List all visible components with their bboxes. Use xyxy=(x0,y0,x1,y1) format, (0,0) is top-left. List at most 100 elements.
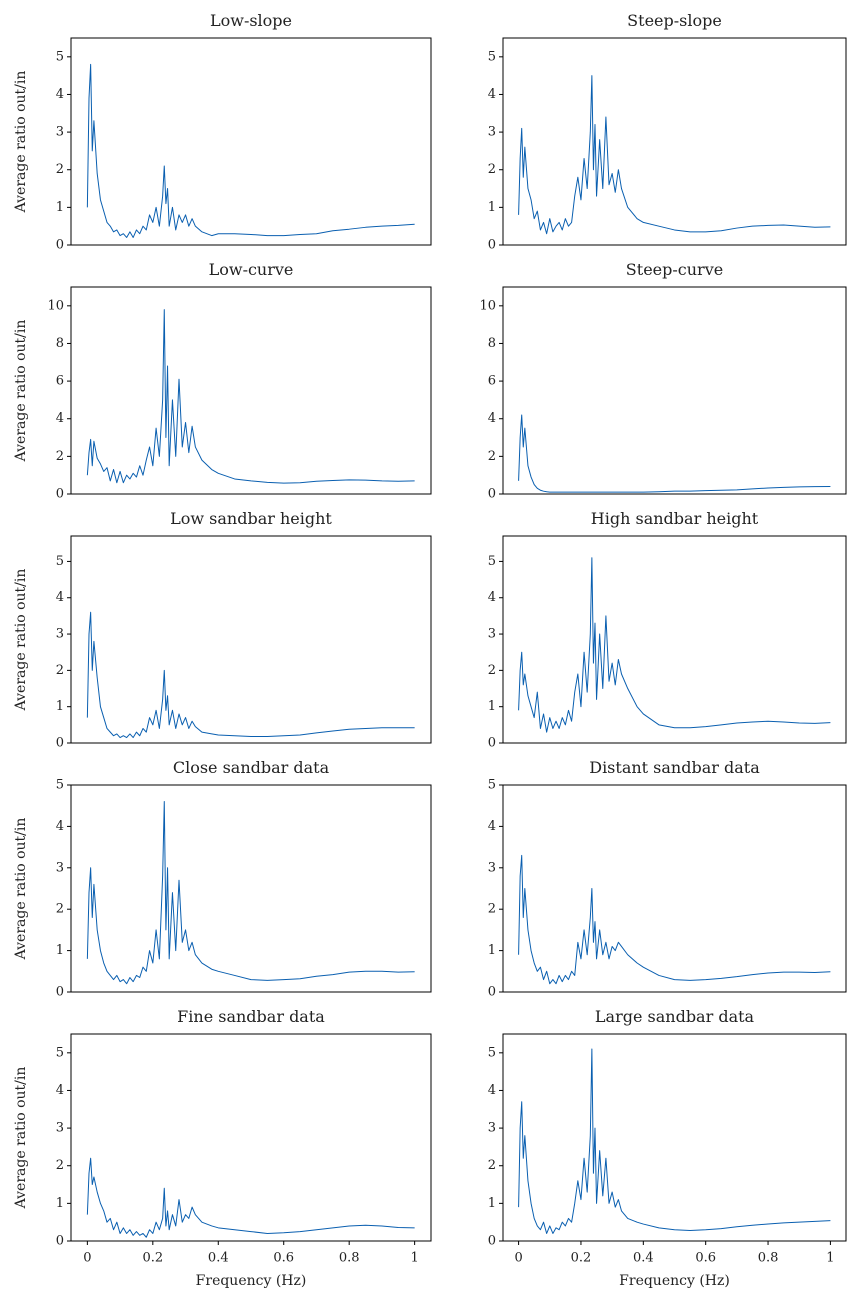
y-tick-label: 4 xyxy=(488,819,496,834)
axes-frame xyxy=(70,784,432,993)
axes-frame xyxy=(70,37,432,246)
data-line xyxy=(518,1048,831,1234)
y-axis-label: Average ratio out/in xyxy=(13,71,29,214)
y-tick-label: 10 xyxy=(479,298,496,313)
data-line xyxy=(86,611,415,739)
x-tick-label: 0 xyxy=(83,1251,91,1266)
data-line xyxy=(86,309,415,484)
x-tick-label: 0 xyxy=(514,1251,522,1266)
data-line xyxy=(518,75,831,235)
y-tick-label: 4 xyxy=(488,1083,496,1098)
y-tick-label: 3 xyxy=(56,1121,64,1136)
subplot-title: Steep-slope xyxy=(627,11,722,30)
y-tick-label: 1 xyxy=(488,943,496,958)
subplot-title: Low-slope xyxy=(210,11,292,30)
y-tick-label: 2 xyxy=(488,162,496,177)
x-tick-label: 0.4 xyxy=(208,1251,229,1266)
subplot-title: Steep-curve xyxy=(626,260,723,279)
y-tick-label: 2 xyxy=(488,902,496,917)
data-line xyxy=(518,414,831,493)
y-tick-label: 5 xyxy=(56,49,64,64)
y-tick-label: 5 xyxy=(56,1045,64,1060)
y-tick-label: 4 xyxy=(56,1083,64,1098)
subplot-title: Low sandbar height xyxy=(170,509,332,528)
y-tick-label: 4 xyxy=(488,87,496,102)
x-tick-label: 1 xyxy=(826,1251,834,1266)
y-tick-label: 2 xyxy=(56,663,64,678)
y-tick-label: 1 xyxy=(56,699,64,714)
y-tick-label: 0 xyxy=(488,736,496,751)
axes-frame xyxy=(502,535,847,744)
y-tick-label: 3 xyxy=(56,860,64,875)
y-tick-label: 3 xyxy=(488,627,496,642)
subplot-title: Low-curve xyxy=(209,260,294,279)
data-line xyxy=(86,801,415,985)
y-tick-label: 4 xyxy=(56,590,64,605)
axes-frame xyxy=(70,1033,432,1242)
x-tick-label: 0.6 xyxy=(273,1251,294,1266)
data-line xyxy=(518,557,831,733)
axes-frame xyxy=(502,37,847,246)
axes-frame xyxy=(502,1033,847,1242)
y-tick-label: 4 xyxy=(488,411,496,426)
y-tick-label: 3 xyxy=(56,125,64,140)
y-tick-label: 5 xyxy=(488,778,496,793)
axes-frame xyxy=(502,286,847,495)
x-tick-label: 0.6 xyxy=(695,1251,716,1266)
y-tick-label: 2 xyxy=(56,902,64,917)
y-tick-label: 5 xyxy=(56,554,64,569)
subplot-title: Large sandbar data xyxy=(595,1007,755,1026)
y-tick-label: 0 xyxy=(56,736,64,751)
subplot-title: High sandbar height xyxy=(591,509,759,528)
subplot-title: Distant sandbar data xyxy=(589,758,760,777)
y-tick-label: 4 xyxy=(56,411,64,426)
y-tick-label: 2 xyxy=(56,449,64,464)
y-tick-label: 2 xyxy=(56,162,64,177)
y-tick-label: 1 xyxy=(488,200,496,215)
y-tick-label: 1 xyxy=(56,943,64,958)
y-tick-label: 6 xyxy=(488,374,496,389)
x-axis-label: Frequency (Hz) xyxy=(196,1273,307,1289)
y-tick-label: 2 xyxy=(488,1158,496,1173)
subplot-title: Fine sandbar data xyxy=(177,1007,325,1026)
y-tick-label: 5 xyxy=(488,49,496,64)
y-tick-label: 3 xyxy=(488,125,496,140)
y-axis-label: Average ratio out/in xyxy=(13,818,29,961)
y-tick-label: 1 xyxy=(56,200,64,215)
axes-frame xyxy=(70,286,432,495)
y-tick-label: 5 xyxy=(488,1045,496,1060)
data-line xyxy=(86,1157,415,1238)
y-tick-label: 0 xyxy=(56,487,64,502)
y-tick-label: 0 xyxy=(488,1234,496,1249)
y-tick-label: 1 xyxy=(56,1196,64,1211)
y-tick-label: 3 xyxy=(488,1121,496,1136)
x-tick-label: 0.8 xyxy=(339,1251,360,1266)
y-tick-label: 5 xyxy=(56,778,64,793)
y-axis-label: Average ratio out/in xyxy=(13,1067,29,1210)
y-tick-label: 4 xyxy=(56,87,64,102)
x-axis-label: Frequency (Hz) xyxy=(619,1273,730,1289)
y-tick-label: 10 xyxy=(47,298,64,313)
axes-frame xyxy=(70,535,432,744)
x-tick-label: 0.2 xyxy=(142,1251,163,1266)
y-tick-label: 2 xyxy=(488,449,496,464)
y-tick-label: 0 xyxy=(488,487,496,502)
y-tick-label: 2 xyxy=(488,663,496,678)
y-tick-label: 0 xyxy=(56,1234,64,1249)
y-tick-label: 0 xyxy=(488,238,496,253)
y-tick-label: 1 xyxy=(488,699,496,714)
y-tick-label: 8 xyxy=(488,336,496,351)
y-tick-label: 0 xyxy=(488,985,496,1000)
axes-frame xyxy=(502,784,847,993)
x-tick-label: 0.4 xyxy=(633,1251,654,1266)
y-tick-label: 5 xyxy=(488,554,496,569)
data-line xyxy=(86,63,415,238)
y-tick-label: 8 xyxy=(56,336,64,351)
subplot-title: Close sandbar data xyxy=(173,758,330,777)
y-tick-label: 0 xyxy=(56,238,64,253)
x-tick-label: 0.2 xyxy=(571,1251,592,1266)
y-tick-label: 2 xyxy=(56,1158,64,1173)
y-tick-label: 4 xyxy=(56,819,64,834)
